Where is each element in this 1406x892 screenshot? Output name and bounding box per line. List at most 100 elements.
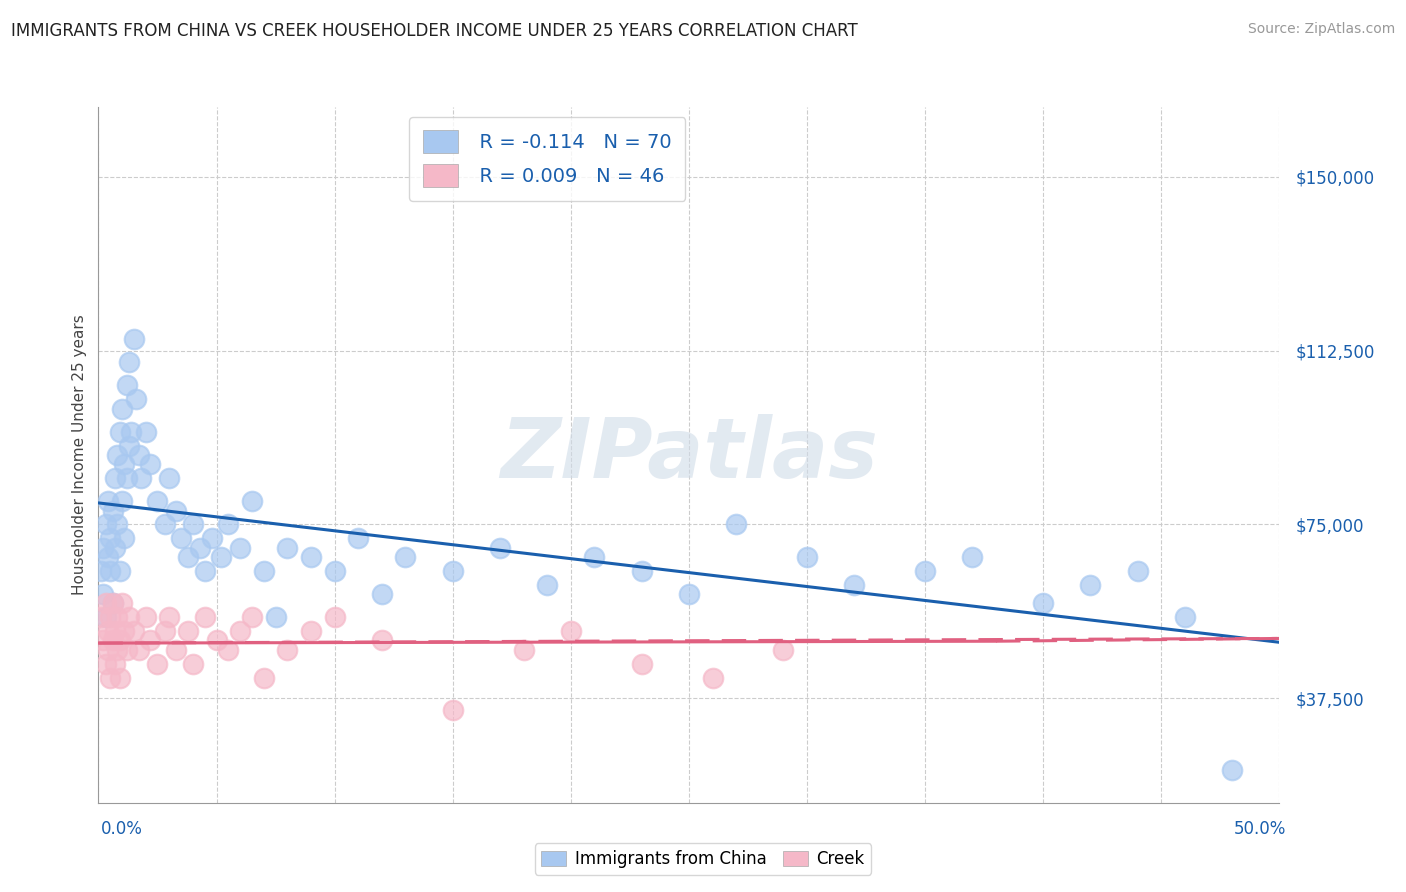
Point (844, 578, 866, 592)
Point (108, 564, 131, 578)
Point (111, 494, 134, 508)
Point (139, 633, 162, 648)
Point (323, 610, 346, 624)
Point (194, 610, 217, 624)
Point (112, 457, 135, 471)
Point (111, 401, 134, 416)
Point (725, 517, 748, 532)
Point (583, 549, 606, 564)
Text: ZIPatlas: ZIPatlas (501, 415, 877, 495)
Point (94, 610, 117, 624)
Point (91, 587, 114, 601)
Point (205, 633, 228, 648)
Point (264, 610, 287, 624)
Point (90, 610, 112, 624)
Text: Source: ZipAtlas.com: Source: ZipAtlas.com (1247, 22, 1395, 37)
Legend: Immigrants from China, Creek: Immigrants from China, Creek (534, 844, 872, 875)
Point (536, 578, 558, 592)
Point (630, 564, 652, 578)
Point (139, 457, 162, 471)
Text: 50.0%: 50.0% (1234, 820, 1286, 838)
Point (188, 541, 211, 555)
Point (97, 549, 120, 564)
Point (194, 564, 217, 578)
Point (108, 425, 131, 439)
Point (181, 657, 204, 671)
Point (135, 425, 157, 439)
Point (101, 503, 124, 517)
Point (276, 642, 298, 657)
Point (98, 564, 121, 578)
Point (962, 549, 984, 564)
Point (125, 392, 148, 407)
Point (115, 471, 138, 485)
Point (146, 494, 169, 508)
Point (91, 541, 114, 555)
Point (217, 517, 239, 532)
Point (177, 549, 200, 564)
Point (371, 633, 394, 648)
Point (772, 642, 794, 657)
Point (157, 610, 180, 624)
Point (122, 624, 145, 639)
Point (796, 549, 818, 564)
Point (560, 624, 582, 639)
Point (299, 624, 322, 639)
Point (229, 624, 252, 639)
Text: IMMIGRANTS FROM CHINA VS CREEK HOUSEHOLDER INCOME UNDER 25 YEARS CORRELATION CHA: IMMIGRANTS FROM CHINA VS CREEK HOUSEHOLD… (11, 22, 858, 40)
Point (97, 642, 120, 657)
Point (153, 624, 176, 639)
Point (97, 494, 120, 508)
Point (97, 624, 120, 639)
Point (121, 425, 143, 439)
Point (101, 633, 124, 648)
Point (104, 624, 127, 639)
Point (105, 448, 128, 462)
Point (135, 610, 157, 624)
Point (108, 671, 131, 685)
Point (229, 541, 252, 555)
Point (165, 642, 187, 657)
Point (209, 549, 232, 564)
Point (118, 610, 141, 624)
Point (98, 671, 121, 685)
Point (98, 532, 121, 546)
Point (101, 596, 124, 610)
Point (118, 439, 141, 453)
Point (394, 549, 416, 564)
Point (702, 671, 724, 685)
Point (128, 642, 150, 657)
Point (201, 532, 224, 546)
Point (105, 642, 128, 657)
Point (105, 610, 128, 624)
Point (914, 564, 936, 578)
Legend:   R = -0.114   N = 70,   R = 0.009   N = 46: R = -0.114 N = 70, R = 0.009 N = 46 (409, 117, 686, 201)
Point (240, 494, 263, 508)
Point (91, 633, 114, 648)
Point (1080, 578, 1102, 592)
Point (108, 633, 131, 648)
Point (170, 532, 193, 546)
Point (118, 355, 141, 369)
Point (441, 703, 464, 717)
Point (105, 517, 128, 532)
Point (276, 541, 298, 555)
Point (94, 596, 117, 610)
Point (104, 541, 127, 555)
Point (253, 671, 276, 685)
Point (371, 587, 394, 601)
Point (181, 517, 204, 532)
Point (347, 532, 370, 546)
Point (115, 642, 138, 657)
Point (98, 610, 121, 624)
Point (115, 378, 138, 392)
Point (129, 471, 152, 485)
Point (94, 517, 117, 532)
Point (101, 596, 124, 610)
Point (111, 596, 134, 610)
Y-axis label: Householder Income Under 25 years: Householder Income Under 25 years (72, 315, 87, 595)
Point (441, 564, 464, 578)
Point (299, 549, 322, 564)
Point (94, 657, 117, 671)
Point (90, 564, 112, 578)
